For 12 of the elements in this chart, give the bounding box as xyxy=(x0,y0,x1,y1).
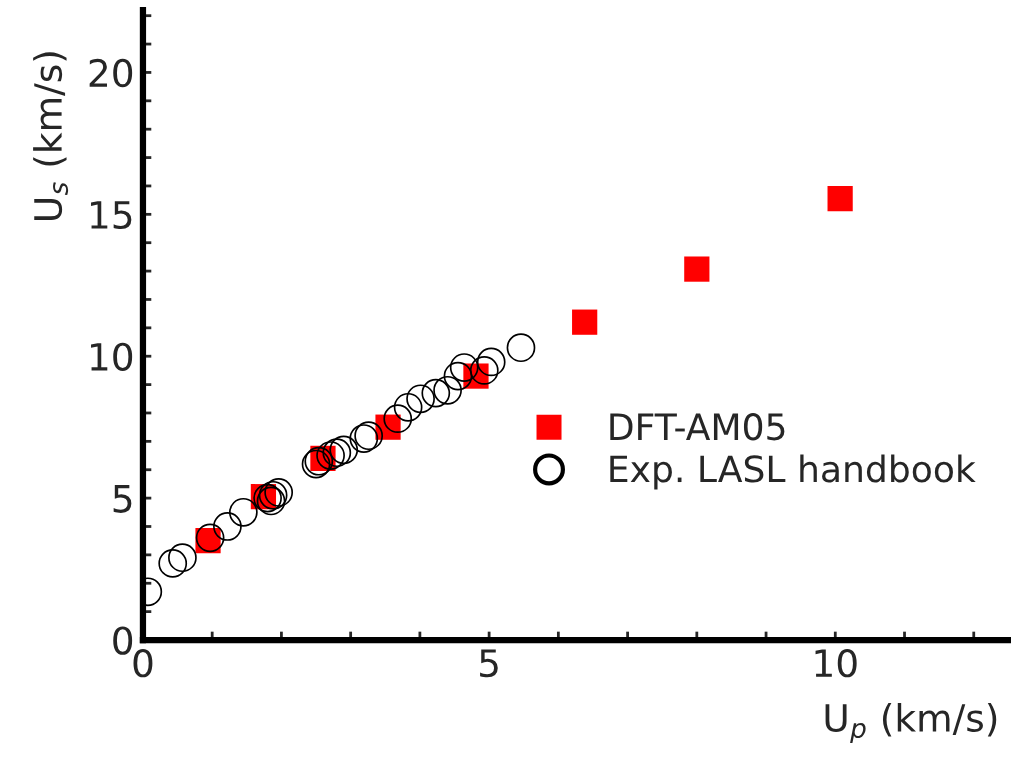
y-tick-label: 5 xyxy=(113,485,132,513)
y-axis-title: U$_{s}$ (km/s) xyxy=(33,52,69,220)
legend-label: DFT-AM05 xyxy=(610,413,785,441)
x-tick-label: 10 xyxy=(815,649,857,678)
x-tick-label: 0 xyxy=(133,649,153,678)
y-tick-label: 20 xyxy=(89,58,133,88)
x-tick-label: 5 xyxy=(480,649,498,678)
legend-label: Exp. LASL handbook xyxy=(610,454,976,490)
x-axis-title: U$_{p}$ (km/s) xyxy=(825,703,997,744)
y-tick-label: 10 xyxy=(91,342,133,371)
y-tick-label: 0 xyxy=(113,626,133,655)
y-tick-label: 15 xyxy=(91,201,132,230)
